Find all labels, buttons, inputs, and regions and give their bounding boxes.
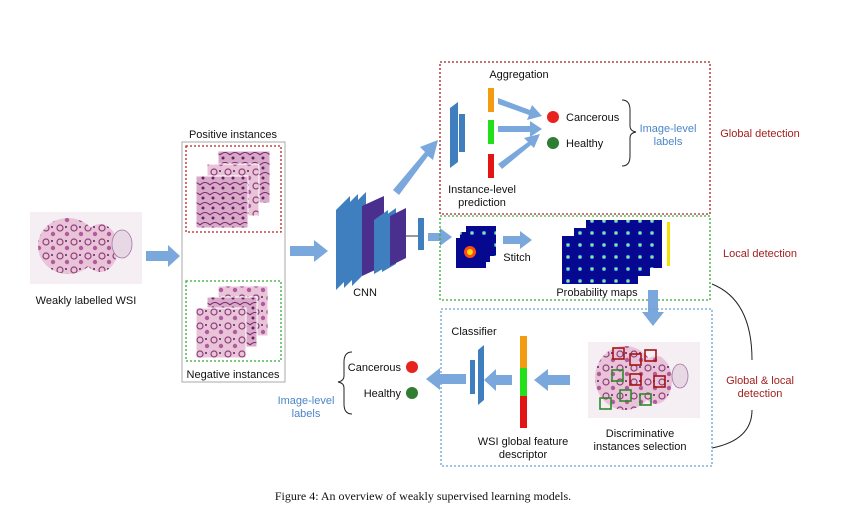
cancerous-dot-global	[547, 111, 559, 123]
wsi-label: Weakly labelled WSI	[36, 295, 137, 307]
wsi-feature-line1: WSI global feature	[478, 436, 569, 448]
probability-maps	[562, 220, 670, 284]
arrow-cnn-to-global	[393, 140, 438, 195]
global-detection-label: Global detection	[720, 128, 800, 140]
aggregation-bars	[488, 88, 494, 178]
figure-caption: Figure 4: An overview of weakly supervis…	[275, 489, 571, 503]
brace-global	[621, 99, 637, 167]
local-detection-label: Local detection	[723, 248, 797, 260]
connector-local-to-combined	[711, 283, 753, 361]
discriminative-line1: Discriminative	[606, 428, 674, 440]
brace-local	[337, 351, 353, 415]
aggregation-arrows	[498, 98, 542, 169]
probability-maps-label: Probability maps	[556, 287, 638, 299]
image-level-local-line2: labels	[292, 408, 321, 420]
healthy-dot-global	[547, 137, 559, 149]
positive-patches	[195, 150, 271, 229]
aggregation-label: Aggregation	[489, 69, 548, 81]
arrow-local-to-selection	[642, 290, 664, 326]
healthy-dot-local	[406, 387, 418, 399]
wsi-thumbnail	[30, 212, 142, 284]
cnn-block	[336, 192, 424, 290]
cancerous-label-local: Cancerous	[348, 362, 402, 374]
cancerous-dot-local	[406, 361, 418, 373]
arrow-cnn-to-local	[428, 228, 452, 246]
discriminative-line2: instances selection	[594, 441, 687, 453]
instance-level-layers	[450, 102, 465, 168]
global-detection-box	[439, 61, 711, 215]
instances-box	[181, 141, 286, 383]
global-local-line2: detection	[738, 388, 783, 400]
stitch-label: Stitch	[503, 252, 531, 264]
arrow-descriptor-to-classifier	[484, 369, 512, 391]
local-detection-box	[439, 215, 711, 301]
negative-label: Negative instances	[187, 369, 280, 381]
image-level-global-line2: labels	[654, 136, 683, 148]
descriptor-bars	[520, 336, 527, 428]
arrow-instances-to-cnn	[290, 240, 328, 262]
instance-level-line1: Instance-level	[448, 184, 516, 196]
wsi-feature-line2: descriptor	[499, 449, 548, 461]
arrow-classifier-to-labels	[426, 368, 466, 390]
negative-patches	[195, 285, 269, 359]
connector-combined-to-lower	[711, 409, 753, 449]
cnn-label: CNN	[353, 287, 377, 299]
positive-label: Positive instances	[189, 129, 278, 141]
classifier-label: Classifier	[451, 326, 497, 338]
healthy-label-local: Healthy	[364, 388, 402, 400]
global-local-line1: Global & local	[726, 375, 794, 387]
image-level-local-line1: Image-level	[278, 395, 335, 407]
instance-level-line2: prediction	[458, 197, 506, 209]
classifier-layers	[470, 345, 484, 405]
stitch-heatmaps	[456, 226, 496, 268]
arrow-wsi-to-instances	[146, 245, 180, 267]
negative-instances-frame	[185, 280, 282, 362]
positive-instances-frame	[185, 145, 282, 233]
arrow-stitch	[503, 231, 532, 249]
arrow-selection-to-descriptor	[534, 369, 570, 391]
healthy-label-global: Healthy	[566, 138, 604, 150]
cancerous-label-global: Cancerous	[566, 112, 620, 124]
combined-detection-box	[440, 308, 713, 467]
discriminative-wsi	[588, 342, 700, 418]
image-level-global-line1: Image-level	[640, 123, 697, 135]
